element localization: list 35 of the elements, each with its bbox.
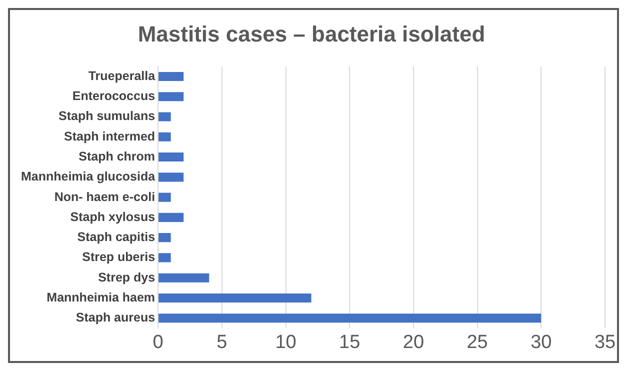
x-tick-label: 25 [466,332,488,353]
bar [158,192,171,202]
y-tick-label: Strep uberis [82,250,156,264]
x-tick-label: 15 [339,332,360,353]
x-tick-label: 30 [530,332,552,353]
y-tick-label: Staph sumulans [58,109,156,124]
bar [158,293,312,303]
bar [158,233,171,242]
y-tick-label: Mannheimia glucosida [20,170,156,184]
x-tick-label: 5 [216,332,228,353]
y-tick-label: Non- haem e-coli [54,190,156,204]
bar [158,72,184,81]
y-tick-label: Staph xylosus [70,210,156,224]
y-tick-label: Trueperalla [88,68,156,83]
chart-title: Mastitis cases – bacteria isolated [138,21,486,46]
bar [158,212,184,222]
y-tick-label: Staph chrom [78,149,156,164]
x-tick-label: 0 [152,332,164,353]
y-tick-label: Staph capitis [77,230,156,244]
bar [158,314,542,323]
bar [158,253,171,262]
y-tick-label: Mannheimia haem [46,290,156,304]
bar [158,273,210,282]
x-tick-label: 20 [402,332,424,353]
bar [158,152,184,162]
x-tick-label: 10 [275,332,296,353]
bar [158,92,184,102]
y-tick-label: Staph intermed [64,129,156,144]
bar [158,132,171,142]
bar [158,172,184,182]
y-tick-label: Enterococcus [72,89,156,104]
y-tick-label: Strep dys [98,270,156,284]
x-tick-label: 35 [594,332,616,353]
y-tick-label: Staph aureus [76,310,156,325]
bar [158,112,171,122]
